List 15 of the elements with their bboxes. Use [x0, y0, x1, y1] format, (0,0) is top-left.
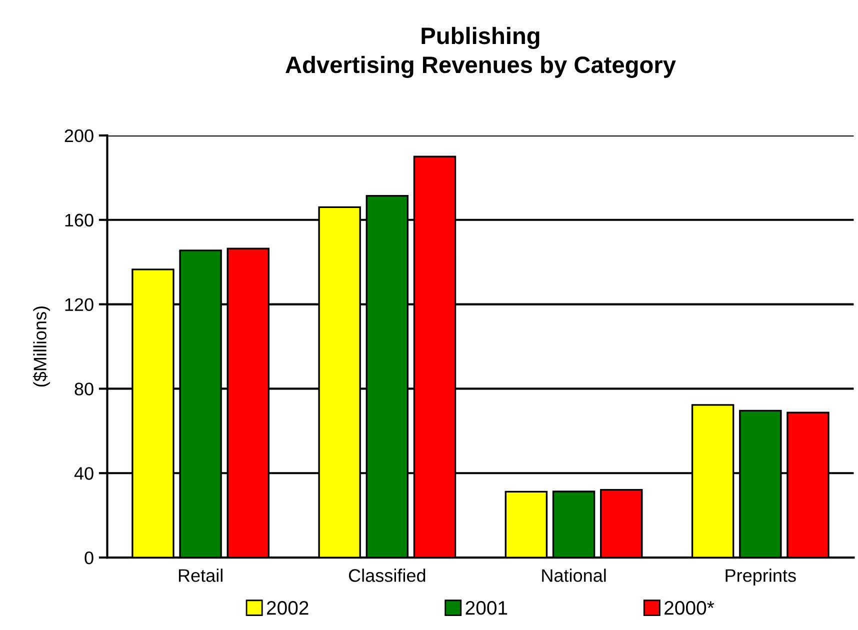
- chart-title: Publishing Advertising Revenues by Category: [286, 26, 676, 78]
- legend-label: 2002: [266, 600, 308, 615]
- y-tick-label: 200: [64, 129, 94, 142]
- x-tick-label: Retail: [178, 568, 222, 582]
- legend-label: 2001: [466, 600, 508, 615]
- y-tick-label: 0: [84, 551, 94, 564]
- x-tick-label: Preprints: [726, 568, 796, 586]
- y-axis-title: ($Millions): [32, 306, 50, 387]
- legend-label: 2000*: [664, 600, 714, 615]
- x-tick-label: National: [542, 568, 606, 582]
- y-tick-label: 160: [65, 214, 94, 227]
- y-tick-label: 40: [74, 467, 94, 480]
- y-tick-label: 80: [74, 382, 94, 396]
- y-tick-label: 120: [65, 298, 94, 312]
- x-tick-label: Classified: [348, 568, 426, 582]
